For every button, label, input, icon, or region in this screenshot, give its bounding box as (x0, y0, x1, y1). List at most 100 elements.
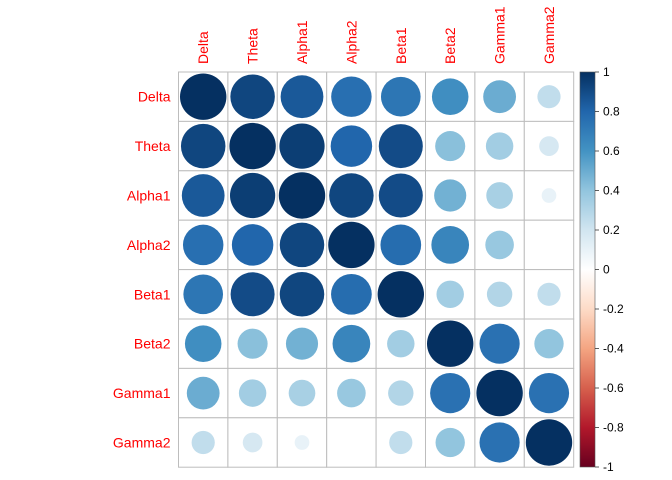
row-label-beta1: Beta1 (134, 286, 171, 302)
circle-gamma1-gamma1 (476, 369, 523, 417)
circle-alpha2-beta2 (431, 226, 470, 264)
colorbar-tick-label: 0.6 (603, 144, 620, 158)
row-label-delta: Delta (138, 89, 171, 105)
circle-beta2-gamma1 (479, 323, 520, 364)
circle-theta-alpha1 (279, 123, 325, 169)
circle-alpha1-beta1 (378, 173, 423, 218)
circle-beta2-theta (237, 328, 268, 359)
circle-gamma1-delta (186, 376, 220, 410)
circle-theta-beta2 (435, 131, 466, 162)
colorbar-tick-label: 0.4 (603, 184, 620, 198)
circle-theta-gamma1 (485, 132, 514, 160)
colorbar-tick-label: 0.8 (603, 105, 620, 119)
circle-alpha1-alpha2 (329, 173, 374, 218)
cell-delta-gamma2 (523, 71, 575, 122)
colorbar-ticks: 1 0.8 0.6 0.4 0.2 0 -0.2 -0.4 -0.6 -0.8 -1 (595, 65, 624, 474)
circle-delta-theta (230, 74, 275, 119)
circle-beta2-delta (184, 325, 222, 362)
row-label-theta: Theta (135, 138, 171, 154)
circle-alpha2-gamma1 (485, 230, 514, 260)
col-label-delta: Delta (195, 31, 211, 64)
row-label-alpha2: Alpha2 (127, 237, 171, 253)
circle-theta-alpha2 (330, 125, 373, 167)
row-labels: Delta Theta Alpha1 Alpha2 Beta1 Beta2 Gamma1 Ga… (113, 89, 171, 451)
circle-alpha1-beta2 (434, 179, 467, 212)
circle-beta2-alpha2 (332, 324, 371, 363)
circle-alpha1-gamma2 (541, 188, 557, 203)
cell-beta1-gamma1 (474, 269, 525, 320)
circle-gamma1-theta (238, 379, 267, 407)
circle-delta-alpha1 (280, 75, 324, 119)
circle-beta1-gamma1 (486, 281, 513, 308)
circle-alpha2-beta1 (380, 224, 422, 266)
circle-gamma2-gamma2 (525, 419, 573, 466)
circle-gamma1-alpha2 (337, 378, 366, 408)
col-label-alpha1: Alpha1 (294, 20, 310, 64)
circle-delta-alpha2 (331, 76, 372, 117)
colorbar-tick-label: -1 (603, 460, 614, 474)
circle-alpha2-alpha1 (279, 222, 325, 268)
row-label-alpha1: Alpha1 (127, 188, 171, 204)
circle-gamma1-alpha1 (288, 379, 316, 407)
circle-alpha1-delta (181, 174, 225, 217)
circle-beta1-gamma2 (537, 282, 561, 306)
circle-beta2-alpha1 (285, 327, 319, 360)
circle-alpha1-alpha1 (278, 172, 326, 219)
circle-gamma2-gamma1 (479, 422, 520, 463)
row-label-beta2: Beta2 (134, 336, 171, 352)
circle-alpha1-gamma1 (486, 182, 513, 209)
col-label-alpha2: Alpha2 (343, 20, 359, 64)
col-label-gamma2: Gamma2 (541, 6, 557, 64)
col-label-gamma1: Gamma1 (492, 6, 508, 64)
circle-beta1-beta1 (377, 271, 424, 318)
cell-theta-beta2 (425, 120, 476, 172)
col-label-beta2: Beta2 (442, 27, 458, 64)
circle-delta-gamma1 (483, 80, 516, 114)
row-label-gamma2: Gamma2 (113, 435, 171, 451)
circle-gamma2-beta2 (435, 427, 465, 458)
circle-gamma1-beta2 (430, 373, 471, 414)
colorbar-tick-label: -0.4 (603, 342, 624, 356)
circle-alpha2-delta (182, 224, 224, 266)
circle-gamma2-beta1 (389, 430, 413, 455)
cell-alpha2-gamma2 (523, 219, 575, 271)
circle-beta1-alpha1 (279, 272, 325, 317)
cell-gamma2-alpha2 (326, 417, 377, 468)
circle-delta-delta (180, 73, 227, 120)
col-label-beta1: Beta1 (393, 27, 409, 64)
circle-alpha2-theta (231, 224, 274, 266)
col-label-theta: Theta (245, 28, 261, 64)
circle-beta2-beta1 (387, 329, 415, 358)
circle-beta1-delta (183, 274, 224, 315)
circle-alpha1-theta (229, 172, 276, 219)
colorbar-tick-label: 0 (603, 263, 610, 277)
colorbar: 1 0.8 0.6 0.4 0.2 0 -0.2 -0.4 -0.6 -0.8 -1 (579, 65, 624, 474)
circle-gamma1-beta1 (388, 380, 414, 406)
circle-beta1-theta (230, 272, 275, 317)
circle-theta-theta (229, 122, 276, 170)
cell-alpha1-beta2 (425, 170, 476, 221)
circle-gamma2-alpha1 (294, 435, 310, 450)
circle-gamma2-theta (242, 432, 263, 453)
circle-beta1-alpha2 (331, 273, 372, 315)
colorbar-tick-label: -0.6 (603, 381, 624, 395)
circle-gamma1-gamma2 (528, 373, 570, 414)
circle-theta-gamma2 (539, 136, 559, 156)
correlation-circles (180, 73, 573, 466)
row-label-gamma1: Gamma1 (113, 385, 171, 401)
colorbar-tick-label: -0.2 (603, 302, 624, 316)
colorbar-tick-label: -0.8 (603, 421, 624, 435)
circle-delta-beta2 (431, 78, 469, 115)
colorbar-gradient (579, 71, 596, 468)
colorbar-tick-label: 1 (603, 65, 610, 79)
column-labels: Delta Theta Alpha1 Alpha2 Beta1 Beta2 Gamma1 Ga… (195, 6, 557, 64)
circle-alpha2-alpha2 (328, 221, 375, 269)
circle-delta-beta1 (380, 76, 421, 117)
circle-theta-beta1 (378, 124, 423, 169)
circle-beta2-gamma2 (534, 329, 564, 359)
colorbar-tick-label: 0.2 (603, 223, 620, 237)
circle-delta-gamma2 (537, 85, 561, 109)
circle-gamma2-delta (191, 430, 215, 455)
circle-beta1-beta2 (436, 280, 464, 309)
